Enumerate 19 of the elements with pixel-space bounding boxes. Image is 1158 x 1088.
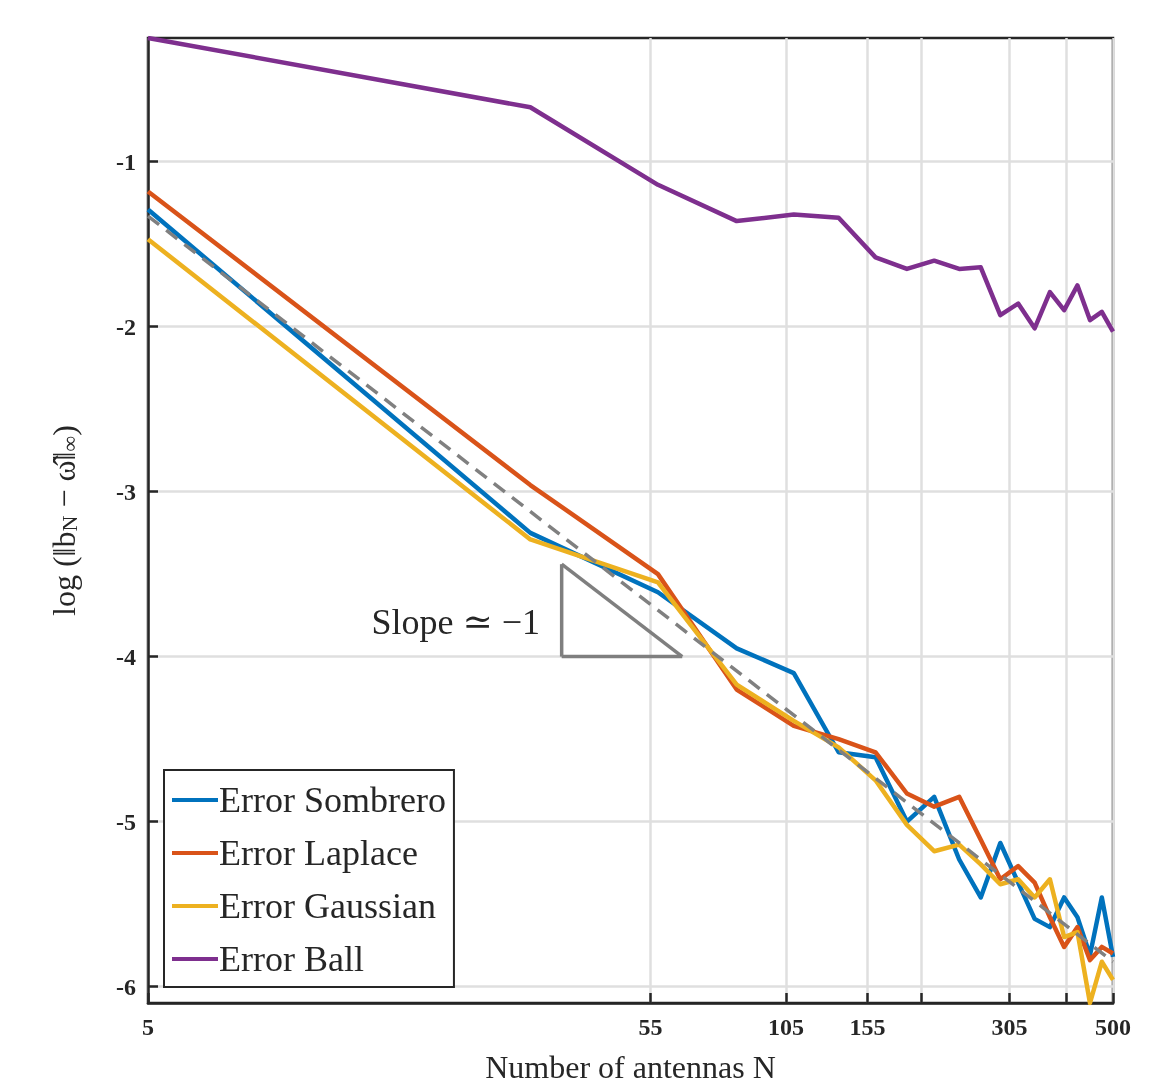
y-axis-title: log (‖bN − ω̂‖∞) [46, 425, 82, 616]
x-tick-label: 305 [991, 1014, 1028, 1040]
legend-label: Error Gaussian [219, 886, 436, 926]
y-tick-label: -1 [116, 148, 136, 175]
annotation: Slope ≃ −1 [371, 602, 540, 642]
y-tick-label: -5 [116, 808, 136, 835]
x-tick-label: 500 [1095, 1014, 1131, 1040]
y-tick-label: -4 [116, 643, 136, 670]
y-tick-label: -2 [116, 313, 136, 340]
x-tick-label: 105 [767, 1014, 804, 1040]
x-tick-label: 55 [638, 1014, 663, 1040]
legend-label: Error Laplace [219, 833, 418, 873]
y-tick-label: -6 [116, 973, 136, 1000]
x-axis-title: Number of antennas N [485, 1049, 776, 1085]
y-tick-label: -3 [116, 478, 136, 505]
x-tick-label: 155 [849, 1014, 886, 1040]
legend-label: Error Ball [219, 939, 364, 979]
legend-label: Error Sombrero [219, 780, 446, 820]
x-tick-label: 5 [142, 1014, 154, 1040]
